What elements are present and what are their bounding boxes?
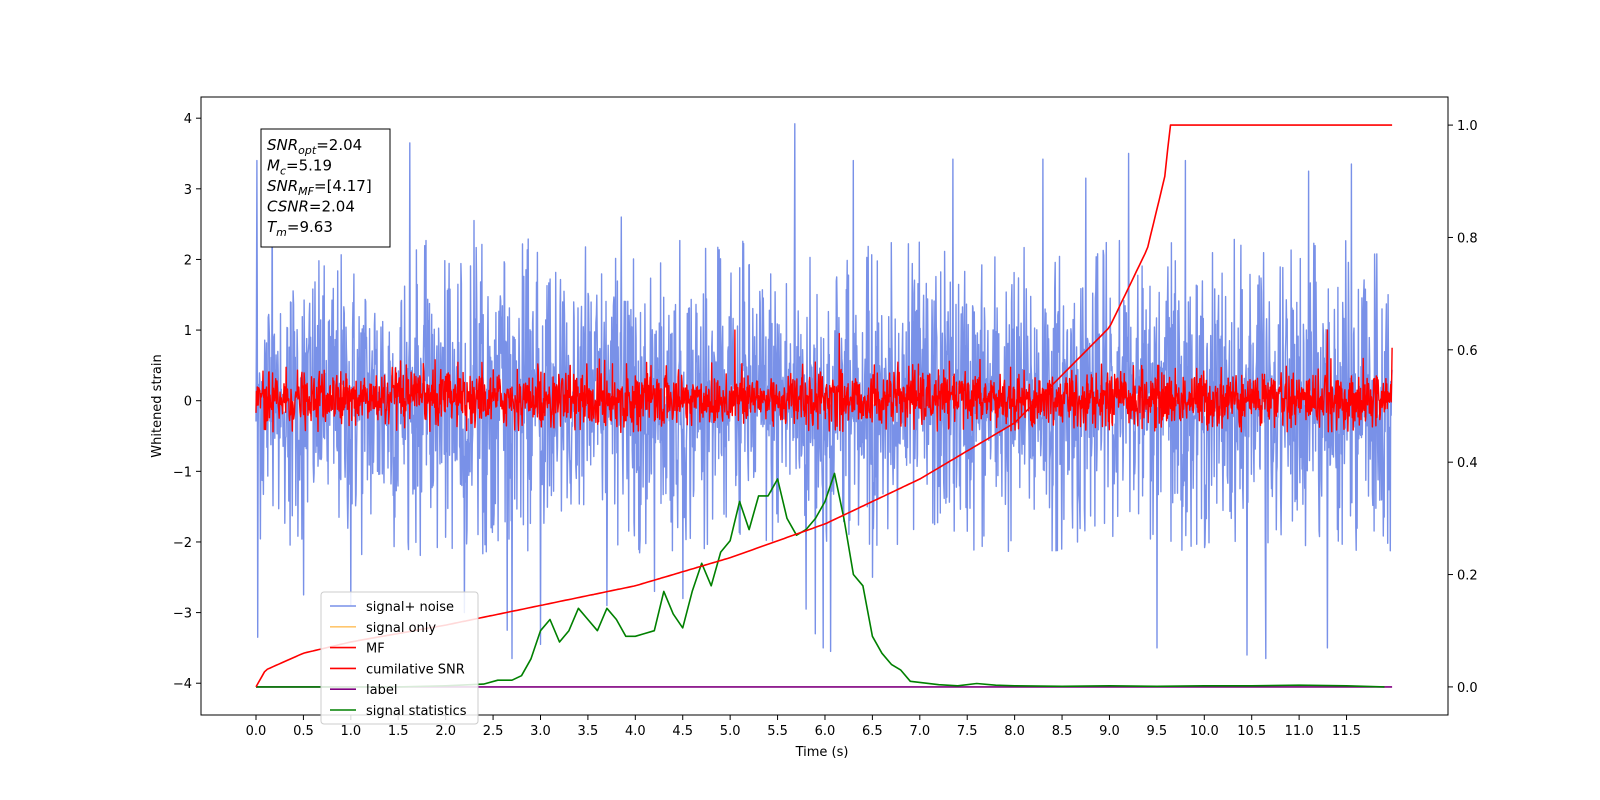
y-tick-label: 3 — [184, 183, 192, 198]
annotation-line: SNRMF=[4.17] — [267, 177, 372, 198]
y-axis-label: Whitened strain — [150, 354, 165, 457]
y-tick-label: −4 — [173, 677, 192, 692]
x-tick-label: 9.5 — [1147, 724, 1168, 739]
legend-label: MF — [366, 642, 385, 657]
y2-tick-label: 0.8 — [1457, 231, 1478, 246]
x-tick-label: 7.5 — [957, 724, 978, 739]
x-tick-label: 0.5 — [293, 724, 314, 739]
annotation-frame — [260, 128, 391, 248]
annotation-variable: M — [267, 157, 280, 175]
x-tick-label: 10.5 — [1237, 724, 1266, 739]
annotation-subscript: opt — [298, 144, 317, 157]
y-tick-label: −3 — [173, 607, 192, 622]
x-tick-label: 0.0 — [246, 724, 267, 739]
annotation-value: =5.19 — [286, 157, 332, 175]
x-tick-label: 5.0 — [720, 724, 741, 739]
x-tick-label: 3.0 — [530, 724, 551, 739]
y2-tick-label: 0.4 — [1457, 456, 1478, 471]
legend-label: signal+ noise — [366, 600, 454, 615]
x-tick-label: 10.0 — [1190, 724, 1219, 739]
legend-label: signal statistics — [366, 704, 467, 719]
x-tick-label: 6.5 — [862, 724, 883, 739]
annotation-variable: CSNR — [267, 198, 309, 216]
annotation-value: =2.04 — [309, 198, 355, 216]
y-tick-label: 1 — [184, 324, 192, 339]
legend-label: signal only — [366, 621, 436, 636]
annotation-box: SNRopt=2.04Mc=5.19SNRMF=[4.17]CSNR=2.04T… — [260, 128, 391, 248]
x-tick-label: 4.5 — [672, 724, 693, 739]
annotation-value: =[4.17] — [314, 177, 372, 195]
x-axis-label: Time (s) — [795, 745, 849, 760]
y-tick-label: −2 — [173, 536, 192, 551]
y-axis-left: −4 −3 −2 −1 0 1 2 3 4 — [173, 112, 201, 692]
x-tick-label: 8.0 — [1004, 724, 1025, 739]
annotation-line: CSNR=2.04 — [267, 198, 355, 216]
x-tick-label: 2.0 — [435, 724, 456, 739]
annotation-value: =9.63 — [287, 218, 333, 236]
x-tick-label: 6.0 — [815, 724, 836, 739]
x-tick-label: 8.5 — [1052, 724, 1073, 739]
x-tick-label: 3.5 — [578, 724, 599, 739]
annotation-variable: SNR — [267, 177, 298, 195]
annotation-subscript: c — [280, 165, 286, 178]
x-tick-label: 9.0 — [1099, 724, 1120, 739]
annotation-line: SNRopt=2.04 — [267, 136, 362, 157]
x-axis: 0.0 0.5 1.0 1.5 2.0 2.5 3.0 3.5 4.0 4.5 5.0 5.5 6.0 6… — [246, 715, 1361, 739]
legend: signal+ noise signal only MF cumilative SNR… — [320, 591, 479, 725]
annotation-subscript: MF — [298, 185, 314, 198]
x-tick-label: 11.0 — [1285, 724, 1314, 739]
y2-tick-label: 0.6 — [1457, 344, 1478, 359]
annotation-value: =2.04 — [316, 136, 362, 154]
annotation-subscript: m — [276, 226, 287, 239]
x-tick-label: 1.5 — [388, 724, 409, 739]
series-mf — [255, 329, 1393, 434]
annotation-variable: T — [267, 218, 278, 236]
series-signal-statistics — [256, 472, 1385, 688]
y-tick-label: −1 — [173, 465, 192, 480]
x-tick-label: 11.5 — [1332, 724, 1361, 739]
y-tick-label: 4 — [184, 112, 192, 127]
y-tick-label: 0 — [184, 395, 192, 410]
y2-tick-label: 1.0 — [1457, 119, 1478, 134]
y2-tick-label: 0.2 — [1457, 569, 1478, 584]
x-tick-label: 2.5 — [483, 724, 504, 739]
x-tick-label: 1.0 — [340, 724, 361, 739]
legend-label: cumilative SNR — [366, 662, 465, 677]
legend-frame — [320, 591, 479, 725]
y-tick-label: 2 — [184, 253, 192, 268]
legend-label: label — [366, 683, 397, 698]
x-tick-label: 5.5 — [767, 724, 788, 739]
x-tick-label: 4.0 — [625, 724, 646, 739]
annotation-line: Mc=5.19 — [267, 157, 332, 178]
y2-tick-label: 0.0 — [1457, 681, 1478, 696]
y-axis-right: 0.0 0.2 0.4 0.6 0.8 1.0 — [1448, 119, 1478, 696]
annotation-line: Tm=9.63 — [267, 218, 333, 239]
x-tick-label: 7.0 — [909, 724, 930, 739]
annotation-variable: SNR — [267, 136, 298, 154]
